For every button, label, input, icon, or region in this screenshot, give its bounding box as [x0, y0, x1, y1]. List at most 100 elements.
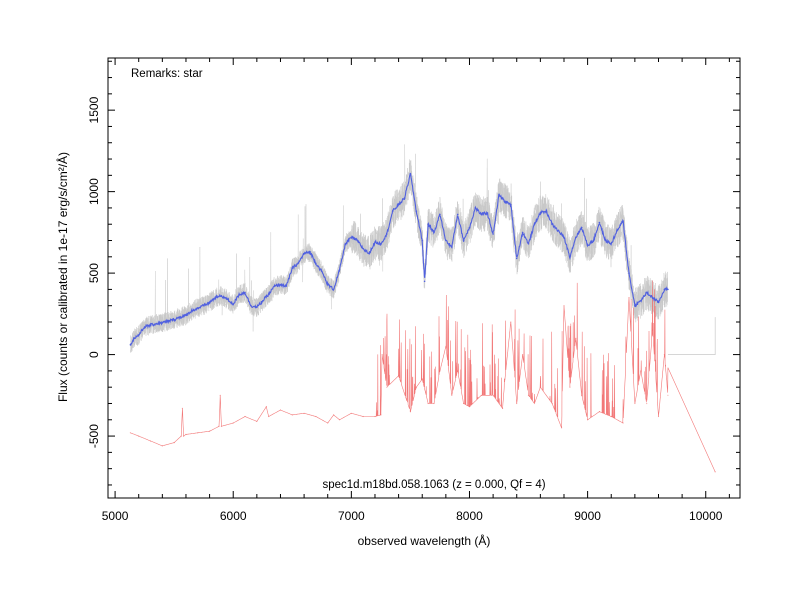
model-point [468, 406, 471, 408]
y-tick-label: 1500 [87, 96, 101, 123]
smoothed-point [533, 223, 536, 225]
smoothed-point [409, 172, 412, 175]
smoothed-point [634, 304, 636, 307]
smoothed-point [161, 322, 164, 324]
model-point [427, 402, 429, 405]
x-axis: 5000 6000 7000 8000 9000 10000 [102, 58, 730, 523]
model-point [315, 415, 317, 418]
smoothed-point [433, 231, 435, 234]
smoothed-point [279, 283, 282, 286]
model-point [527, 394, 530, 396]
model-point [445, 345, 447, 347]
smoothed-point [332, 288, 335, 291]
y-tick-label: 0 [87, 351, 101, 358]
model-point [398, 375, 400, 377]
smoothed-point [498, 194, 500, 196]
model-point [563, 305, 565, 307]
smoothed-flux-line [129, 172, 669, 347]
model-point [291, 414, 293, 416]
model-point [622, 422, 624, 424]
smoothed-point [232, 303, 234, 305]
model-point [185, 433, 187, 435]
smoothed-point [474, 207, 477, 209]
raw-spectrum-series [130, 144, 716, 355]
smoothed-point [521, 231, 524, 234]
model-point [575, 337, 577, 339]
smoothed-point [386, 233, 388, 235]
x-tick-label: 10000 [689, 509, 723, 523]
spectrum-caption: spec1d.m18bd.058.1063 (z = 0.000, Qf = 4… [322, 479, 545, 491]
model-point [338, 419, 341, 421]
model-point [333, 414, 335, 416]
model-point [138, 435, 140, 437]
smoothed-point [640, 300, 642, 302]
smoothed-point [262, 300, 264, 302]
smoothed-point [421, 239, 424, 242]
smoothed-point [462, 239, 465, 242]
model-point [197, 432, 199, 434]
model-flux-line [130, 280, 716, 473]
smoothed-point [350, 236, 353, 239]
smoothed-point [651, 296, 654, 299]
smoothed-point [380, 243, 382, 245]
smoothed-point [391, 210, 394, 212]
smoothed-point [527, 243, 530, 245]
smoothed-point [185, 314, 187, 317]
model-point [561, 427, 563, 429]
smoothed-point [244, 291, 246, 294]
model-point [218, 425, 220, 427]
smoothed-point [610, 243, 612, 245]
model-point [439, 370, 441, 372]
model-point [581, 394, 583, 396]
smoothed-point [250, 304, 252, 307]
model-point [180, 435, 182, 437]
x-axis-label: observed wavelength (Å) [358, 533, 491, 548]
smoothed-point [267, 293, 270, 296]
smoothed-point [539, 212, 542, 214]
model-point [421, 378, 423, 380]
model-point [502, 407, 504, 409]
smoothed-point [197, 307, 199, 309]
model-point [386, 386, 388, 388]
smoothed-point [569, 255, 571, 258]
model-point [129, 432, 131, 434]
model-point [628, 297, 630, 299]
x-tick-label: 7000 [338, 509, 365, 523]
smoothed-point [545, 210, 548, 212]
smoothed-point [604, 239, 607, 242]
smoothed-point [616, 229, 618, 232]
smoothed-point [575, 236, 577, 239]
model-point [265, 406, 267, 408]
smoothed-point [155, 322, 158, 325]
smoothed-spectrum-series [129, 172, 669, 347]
model-point [451, 394, 453, 396]
smoothed-point [451, 246, 453, 248]
y-axis: -500 0 500 1000 1500 [87, 60, 740, 486]
smoothed-point [368, 252, 370, 255]
smoothed-point [208, 301, 211, 304]
smoothed-point [344, 243, 347, 245]
model-point [209, 430, 211, 432]
smoothed-point [580, 226, 583, 229]
smoothed-point [133, 337, 135, 340]
smoothed-point [238, 293, 240, 296]
smoothed-point [143, 326, 146, 328]
smoothed-point [362, 247, 365, 250]
smoothed-point [356, 239, 359, 242]
model-point [533, 402, 536, 405]
model-point [522, 354, 524, 356]
model-point [374, 415, 376, 418]
smoothed-point [423, 280, 426, 283]
model-point [161, 445, 163, 447]
smoothed-point [202, 304, 205, 307]
model-point [232, 422, 234, 424]
smoothed-point [492, 233, 494, 235]
smoothed-point [504, 200, 506, 203]
x-tick-label: 8000 [456, 509, 483, 523]
smoothed-point [255, 306, 258, 309]
model-point [652, 329, 654, 331]
model-point [362, 415, 364, 418]
model-point [569, 386, 571, 388]
smoothed-point [167, 320, 169, 323]
